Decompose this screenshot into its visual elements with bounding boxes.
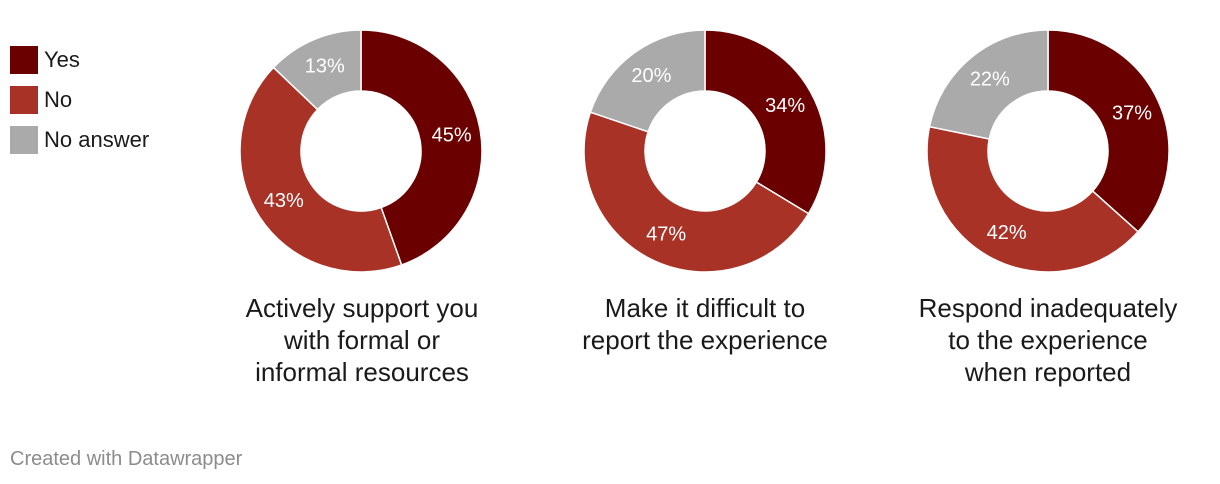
- legend-label-yes: Yes: [44, 47, 80, 72]
- chart-title-1: Actively support you with formal or info…: [192, 292, 532, 388]
- chart-title-1-line-1: Actively support you: [245, 293, 479, 323]
- datawrapper-credit: Created with Datawrapper: [10, 448, 243, 470]
- donut-2-label-yes: 34%: [765, 95, 805, 117]
- chart-title-3-line-2: to the experience: [948, 325, 1148, 355]
- chart-title-1-line-3: informal resources: [255, 357, 469, 387]
- chart-title-1-line-2: with formal or: [283, 325, 441, 355]
- legend-label-no: No: [44, 87, 73, 112]
- donut-1-slice-no: [239, 66, 403, 273]
- legend-item-no-answer: No answer: [10, 120, 149, 160]
- legend-item-yes: Yes: [10, 40, 149, 80]
- donut-3-slice-no: [926, 125, 1140, 273]
- donut-2-slice-yes: [704, 29, 827, 215]
- chart-title-2-line-2: report the experience: [582, 325, 828, 355]
- donut-2-label-no-answer: 20%: [631, 65, 671, 87]
- legend-swatch-no-answer: [10, 126, 38, 154]
- donut-2-label-no: 47%: [646, 223, 686, 245]
- donut-3-label-yes: 37%: [1112, 102, 1152, 124]
- chart-title-2: Make it difficult to report the experien…: [535, 292, 875, 356]
- donut-2-slice-no: [583, 111, 810, 273]
- chart-title-3-line-3: when reported: [964, 357, 1132, 387]
- chart-title-3-line-1: Respond inadequately: [918, 293, 1178, 323]
- legend: Yes No No answer: [10, 40, 149, 160]
- donut-3-slice-yes: [1047, 29, 1170, 233]
- donut-2-slice-no-answer: [589, 29, 706, 133]
- legend-swatch-yes: [10, 46, 38, 74]
- donut-3-label-no-answer: 22%: [970, 69, 1010, 91]
- chart-title-2-line-1: Make it difficult to: [604, 293, 806, 323]
- donut-1-slice-no-answer: [272, 29, 362, 111]
- legend-item-no: No: [10, 80, 149, 120]
- donut-1-label-no: 43%: [264, 190, 304, 212]
- donut-charts: 45% 43% 13% 34% 47% 20% 37% 42% 22%: [239, 29, 1170, 273]
- donut-3-label-no: 42%: [987, 222, 1027, 244]
- legend-swatch-no: [10, 86, 38, 114]
- donut-3-slice-no-answer: [928, 29, 1049, 140]
- donut-1-label-yes: 45%: [432, 124, 472, 146]
- legend-label-no-answer: No answer: [44, 127, 150, 152]
- chart-title-3: Respond inadequately to the experience w…: [878, 292, 1218, 388]
- donut-1-slice-yes: [360, 29, 483, 266]
- donut-1-label-no-answer: 13%: [305, 55, 345, 77]
